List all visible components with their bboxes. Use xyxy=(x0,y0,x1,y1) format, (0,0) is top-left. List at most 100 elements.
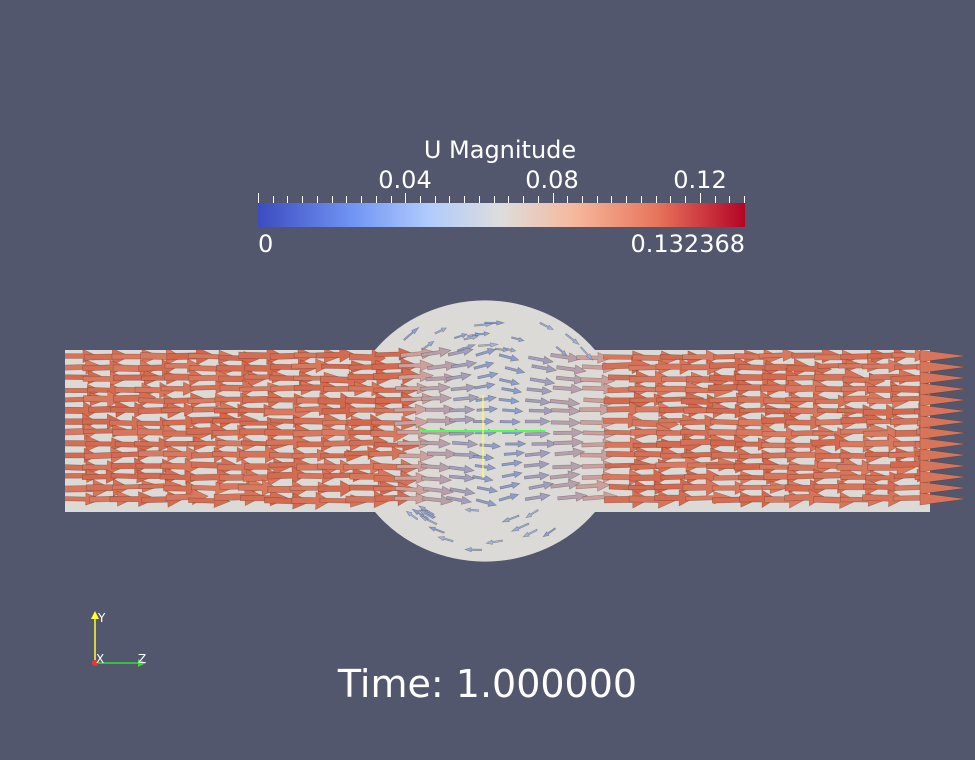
outlet-vector xyxy=(919,393,967,407)
velocity-vector xyxy=(553,437,585,448)
velocity-vector xyxy=(531,364,558,374)
velocity-vector xyxy=(394,472,430,485)
recirculation-vector xyxy=(403,326,420,341)
velocity-vector xyxy=(267,393,311,407)
recirculation-vector xyxy=(437,536,454,543)
velocity-vector xyxy=(785,415,827,431)
outlet-vector xyxy=(919,382,967,396)
velocity-vector xyxy=(552,383,584,395)
velocity-vector xyxy=(683,468,722,485)
velocity-vector xyxy=(679,414,722,430)
recirculation-vector xyxy=(525,508,539,519)
velocity-vector xyxy=(137,445,187,462)
velocity-vector xyxy=(634,446,681,463)
velocity-vector xyxy=(269,347,316,365)
velocity-vector xyxy=(761,447,804,463)
velocity-vector xyxy=(291,491,332,511)
velocity-vector xyxy=(862,489,906,508)
velocity-vector xyxy=(475,347,497,357)
recirculation-vector xyxy=(542,527,557,538)
velocity-vector xyxy=(452,439,479,449)
velocity-vector xyxy=(445,372,472,381)
velocity-vector xyxy=(711,480,750,495)
velocity-vector xyxy=(682,477,722,497)
velocity-vector xyxy=(629,422,675,441)
velocity-vector xyxy=(292,423,342,442)
velocity-vector xyxy=(659,350,706,365)
velocity-vector xyxy=(241,390,286,409)
velocity-vector xyxy=(213,403,254,418)
velocity-vector xyxy=(315,346,355,363)
velocity-vectors xyxy=(65,320,930,553)
velocity-vector xyxy=(815,381,861,398)
outlet-vector xyxy=(919,404,967,418)
velocity-vector xyxy=(293,412,344,431)
velocity-vector xyxy=(603,391,654,411)
time-annotation: Time: 1.000000 xyxy=(337,662,638,706)
velocity-vector xyxy=(451,359,478,369)
velocity-vector xyxy=(606,400,645,418)
velocity-vector xyxy=(374,489,413,507)
velocity-vector xyxy=(840,348,891,365)
axis-label-z: Z xyxy=(138,652,146,666)
recirculation-vector xyxy=(494,347,509,353)
velocity-vector xyxy=(348,359,393,375)
velocity-vector xyxy=(553,427,584,438)
velocity-vector xyxy=(375,391,419,410)
recirculation-vector xyxy=(464,546,482,553)
velocity-vector xyxy=(759,460,808,475)
velocity-vector xyxy=(501,459,523,467)
velocity-vector xyxy=(213,487,265,507)
recirculation-vector xyxy=(484,320,506,326)
velocity-vector xyxy=(499,377,521,386)
velocity-vector xyxy=(212,446,253,463)
velocity-vector xyxy=(836,459,878,477)
velocity-vector xyxy=(372,366,421,385)
orientation-axes: Y X Z xyxy=(91,611,146,667)
recirculation-vector xyxy=(501,514,520,523)
velocity-vector xyxy=(813,491,857,510)
velocity-vector xyxy=(524,416,551,426)
velocity-vector xyxy=(396,426,433,439)
colorbar[interactable] xyxy=(258,203,745,227)
velocity-vector xyxy=(296,392,335,410)
velocity-vector xyxy=(628,370,673,388)
recirculation-vector xyxy=(405,510,419,521)
velocity-vector xyxy=(555,374,587,385)
velocity-vector xyxy=(133,437,175,452)
recirculation-vector xyxy=(564,333,580,346)
velocity-vector xyxy=(422,495,454,506)
velocity-vector xyxy=(449,487,476,497)
colorbar-tick-label: 0.08 xyxy=(525,166,579,194)
velocity-vector xyxy=(552,461,584,472)
velocity-vector xyxy=(635,401,674,418)
velocity-vector xyxy=(346,413,386,432)
velocity-vector xyxy=(420,462,452,473)
colorbar-ticks xyxy=(258,193,745,203)
velocity-vector xyxy=(291,358,332,374)
velocity-vector xyxy=(65,422,100,441)
velocity-vector xyxy=(525,397,552,407)
x-axis-icon xyxy=(92,660,98,666)
velocity-vector xyxy=(863,403,901,422)
velocity-vector xyxy=(914,471,930,486)
velocity-vector xyxy=(322,435,368,452)
velocity-vector xyxy=(498,397,520,405)
velocity-vector xyxy=(655,358,696,376)
velocity-vector xyxy=(866,347,912,364)
velocity-vector xyxy=(420,438,452,449)
velocity-vector xyxy=(238,444,283,464)
recirculation-vector xyxy=(434,327,448,335)
velocity-vector xyxy=(864,433,904,453)
velocity-vector xyxy=(238,346,285,365)
colorbar-tick-label: 0.04 xyxy=(378,166,432,194)
velocity-vector xyxy=(580,449,616,462)
velocity-vector xyxy=(580,374,616,387)
velocity-vector xyxy=(291,448,334,462)
velocity-vector xyxy=(111,457,150,475)
velocity-vector xyxy=(448,405,476,415)
velocity-vector xyxy=(216,435,260,452)
recirculation-vector xyxy=(510,522,530,532)
velocity-vector xyxy=(163,392,208,409)
